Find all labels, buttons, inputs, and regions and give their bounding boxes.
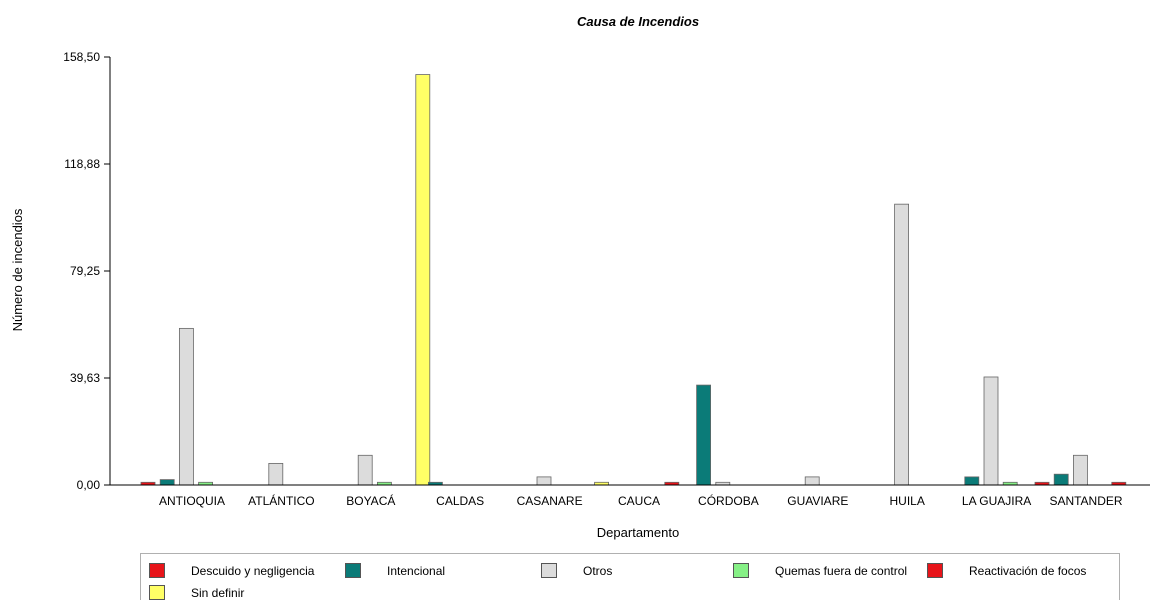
legend: Descuido y negligencia Intencional Otros Qu…	[140, 553, 1120, 600]
bars-group	[140, 74, 1127, 486]
y-tick-label: 79,25	[70, 264, 100, 278]
bar-huila-series-2	[894, 203, 909, 486]
y-axis-title: Número de incendios	[10, 208, 25, 331]
x-tick-label: ATLÁNTICO	[248, 493, 314, 508]
y-axis: 0,00 39,63 79,25 118,88 158,50	[63, 50, 110, 492]
bar-la-guajira-series-2	[983, 376, 999, 486]
x-tick-label: CAUCA	[618, 494, 660, 508]
legend-swatch	[149, 563, 165, 578]
x-tick-label: SANTANDER	[1049, 494, 1122, 508]
bar-antioquia-series-2	[178, 327, 194, 486]
x-tick-label: BOYACÁ	[346, 493, 395, 508]
bar-boyacá-series-5	[415, 74, 431, 486]
y-tick-label: 0,00	[77, 478, 101, 492]
bar-la-guajira-series-1	[964, 476, 980, 486]
bar-chart: Causa de Incendios Número de incendios D…	[10, 14, 1150, 540]
x-tick-label: CALDAS	[436, 494, 484, 508]
legend-swatch	[149, 585, 165, 600]
x-axis-title: Departamento	[597, 525, 679, 540]
legend-label: Intencional	[387, 564, 446, 578]
x-tick-label: CÓRDOBA	[698, 493, 759, 508]
legend-swatch	[345, 563, 361, 578]
x-tick-label: LA GUAJIRA	[962, 494, 1031, 508]
bar-guaviare-series-2	[804, 476, 820, 486]
bar-santander-series-1	[1053, 473, 1069, 486]
chart-title: Causa de Incendios	[577, 14, 699, 29]
bar-córdoba-series-1	[696, 384, 711, 486]
legend-swatch	[733, 563, 749, 578]
x-tick-label: ANTIOQUIA	[159, 494, 225, 508]
y-tick-label: 39,63	[70, 371, 100, 385]
bar-boyacá-series-2	[357, 454, 373, 486]
legend-label: Sin definir	[191, 586, 245, 600]
bar-casanare-series-2	[536, 476, 552, 486]
x-axis-labels: ANTIOQUIA ATLÁNTICO BOYACÁ CALDAS CASANARE CA…	[159, 493, 1123, 508]
y-tick-label: 158,50	[63, 50, 100, 64]
y-tick-label: 118,88	[64, 157, 100, 171]
legend-swatch	[541, 563, 557, 578]
x-tick-label: HUILA	[890, 494, 925, 508]
legend-label: Otros	[583, 564, 613, 578]
x-tick-label: GUAVIARE	[787, 494, 848, 508]
x-tick-label: CASANARE	[517, 494, 583, 508]
legend-label: Quemas fuera de control	[775, 564, 908, 578]
legend-label: Reactivación de focos	[969, 564, 1087, 578]
legend-label: Descuido y negligencia	[191, 564, 315, 578]
legend-swatch	[927, 563, 943, 578]
bar-antioquia-series-1	[159, 479, 175, 486]
bar-atlántico-series-2	[268, 462, 284, 486]
bar-santander-series-2	[1073, 454, 1088, 486]
